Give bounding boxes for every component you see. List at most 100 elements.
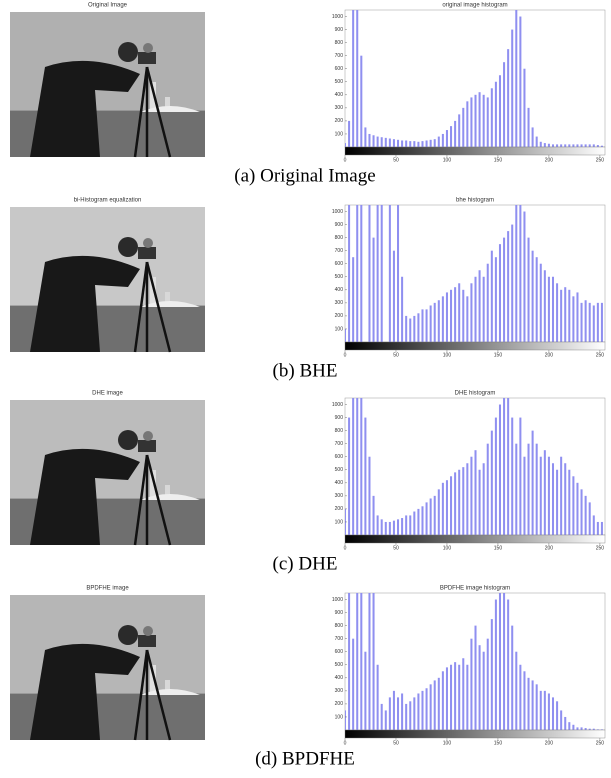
bar [494,81,497,147]
bar [405,140,408,147]
colorbar [344,341,606,351]
y-tick-label: 700 [335,248,344,254]
photo: BPDFHE image [10,586,205,741]
bar [345,328,347,342]
bar [356,593,359,730]
bar [482,463,485,535]
bar [584,728,587,730]
person-head [118,42,138,62]
x-tick-label: 100 [443,545,452,551]
photo: Original Image [10,3,205,158]
bar [364,651,367,730]
tripod-leg [145,649,172,741]
bar [454,287,457,342]
x-tick-label: 50 [393,740,399,746]
x-tick-label: 0 [344,545,347,551]
bars [345,10,603,147]
building [150,277,156,307]
y-tick-label: 900 [335,222,344,228]
y-tick-label: 1000 [332,209,343,215]
camera [138,635,156,647]
bar [539,141,542,147]
y-tick-label: 400 [335,92,344,98]
bar [531,430,534,535]
bar [503,62,506,147]
bar [523,211,526,342]
bar [539,263,542,342]
bar [572,144,575,147]
bar [345,710,347,730]
bar [576,727,579,730]
bar [372,495,375,535]
x-tick-label: 100 [443,157,452,163]
bar [413,315,416,342]
bar [470,456,473,535]
building [150,470,156,500]
building [165,292,170,307]
bar [596,729,599,730]
bar [478,645,481,730]
bar [580,302,583,342]
bar [519,205,522,342]
y-tick-label: 200 [335,118,344,124]
bar [388,138,391,147]
bar [527,677,530,730]
bar [494,417,497,535]
bar [596,302,599,342]
y-tick-label: 700 [335,636,344,642]
bar [368,133,371,147]
bar [527,443,530,535]
y-tick-label: 300 [335,688,344,694]
x-tick-label: 50 [393,352,399,358]
y-tick-label: 300 [335,493,344,499]
bar [596,521,599,535]
x-tick-label: 200 [545,157,554,163]
person-head [118,430,138,450]
bar [572,724,575,730]
bar [454,662,457,730]
y-tick-label: 500 [335,79,344,85]
bar [486,263,489,342]
y-tick-label: 800 [335,40,344,46]
x-tick-label: 250 [596,352,605,358]
bar [547,693,550,730]
bar [576,482,579,535]
bar [352,10,355,147]
bar [531,250,534,342]
bar [580,144,583,147]
bar [429,684,432,730]
bar [515,651,518,730]
bar [474,450,477,535]
bar [397,697,400,730]
bar [543,143,546,147]
bar [560,710,563,730]
bar [445,292,448,342]
bar [458,283,461,342]
chart-title: DHE histogram [455,391,496,397]
person-head [118,625,138,645]
y-tick-label: 700 [335,53,344,59]
y-tick-label: 400 [335,480,344,486]
y-tick-label: 600 [335,66,344,72]
bar [551,463,555,535]
bar [568,469,571,535]
bar [560,144,563,147]
y-tick-label: 200 [335,506,344,512]
person-coat [30,255,140,352]
bar [600,729,603,730]
y-tick-label: 900 [335,27,344,33]
bar [397,205,400,342]
building [140,494,200,500]
chart-title: original image histogram [442,3,507,9]
building [140,301,200,307]
bar [523,456,526,535]
bar [360,398,363,535]
bar [437,136,440,147]
bar [348,205,351,342]
bar [527,107,530,147]
y-tick-label: 800 [335,235,344,241]
bar [384,521,387,535]
caption: (b) BHE [273,360,338,381]
bar [409,515,412,535]
bar [482,651,485,730]
